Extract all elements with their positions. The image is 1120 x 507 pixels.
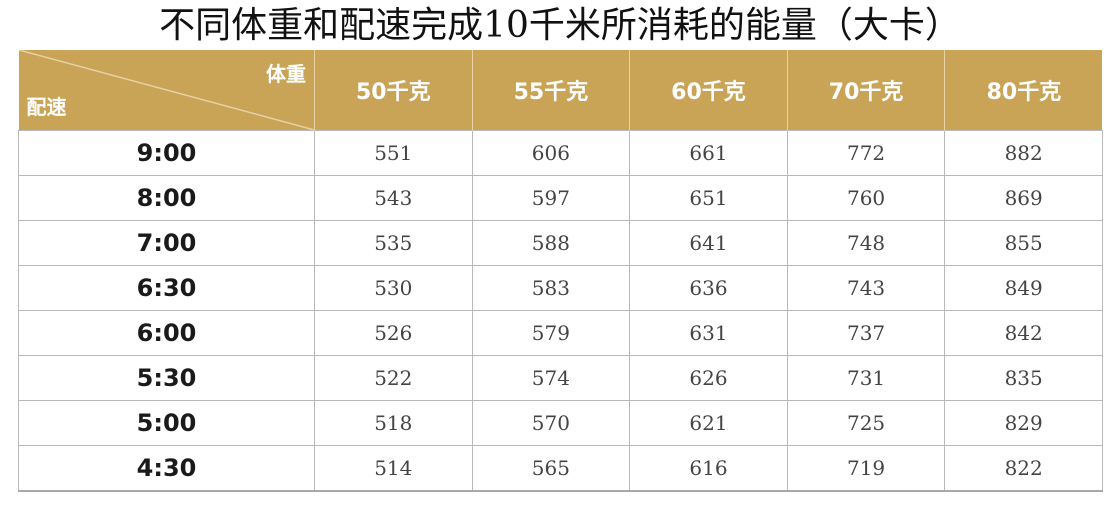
table-row: 6:30 530 583 636 743 849	[18, 265, 1103, 311]
calorie-cell: 551	[314, 130, 473, 176]
calorie-cell: 535	[314, 220, 473, 266]
calorie-cell: 570	[471, 400, 631, 446]
pace-cell: 5:00	[18, 400, 315, 446]
calorie-cell: 641	[629, 220, 788, 266]
weight-header-80: 80千克	[944, 50, 1103, 131]
weight-header-70: 70千克	[786, 50, 946, 131]
pace-cell: 9:00	[18, 130, 315, 176]
calorie-cell: 882	[944, 130, 1103, 176]
calorie-cell: 588	[471, 220, 631, 266]
calorie-cell: 606	[471, 130, 631, 176]
calorie-cell: 514	[314, 445, 473, 492]
calorie-cell: 583	[471, 265, 631, 311]
corner-header-cell: 体重 配速	[18, 50, 315, 131]
calorie-cell: 518	[314, 400, 473, 446]
calorie-cell: 719	[786, 445, 946, 492]
calorie-cell: 849	[944, 265, 1103, 311]
calorie-cell: 748	[786, 220, 946, 266]
header-row: 体重 配速 50千克 55千克 60千克 70千克 80千克	[18, 50, 1103, 131]
calorie-cell: 731	[786, 355, 946, 401]
pace-cell: 4:30	[18, 445, 315, 492]
table-row: 5:30 522 574 626 731 835	[18, 355, 1103, 401]
pace-cell: 7:00	[18, 220, 315, 266]
diagonal-divider	[18, 50, 314, 130]
calorie-cell: 869	[944, 175, 1103, 221]
weight-header-55: 55千克	[471, 50, 631, 131]
calorie-cell: 579	[471, 310, 631, 356]
table-row: 8:00 543 597 651 760 869	[18, 175, 1103, 221]
calorie-cell: 661	[629, 130, 788, 176]
calorie-cell: 760	[786, 175, 946, 221]
calorie-cell: 829	[944, 400, 1103, 446]
calorie-cell: 565	[471, 445, 631, 492]
pace-cell: 5:30	[18, 355, 315, 401]
table-row: 9:00 551 606 661 772 882	[18, 130, 1103, 176]
page-title: 不同体重和配速完成10千米所消耗的能量（大卡）	[159, 5, 961, 46]
calorie-cell: 636	[629, 265, 788, 311]
table-row: 5:00 518 570 621 725 829	[18, 400, 1103, 446]
weight-header-60: 60千克	[629, 50, 788, 131]
calorie-cell: 743	[786, 265, 946, 311]
table-row: 6:00 526 579 631 737 842	[18, 310, 1103, 356]
calorie-cell: 725	[786, 400, 946, 446]
calorie-cell: 855	[944, 220, 1103, 266]
table-row: 4:30 514 565 616 719 822	[18, 445, 1103, 492]
calorie-cell: 597	[471, 175, 631, 221]
table-header: 体重 配速 50千克 55千克 60千克 70千克 80千克	[18, 50, 1103, 131]
pace-cell: 6:00	[18, 310, 315, 356]
calorie-cell: 772	[786, 130, 946, 176]
weight-header-50: 50千克	[314, 50, 473, 131]
weight-axis-label: 体重	[266, 62, 306, 86]
calorie-cell: 526	[314, 310, 473, 356]
table-row: 7:00 535 588 641 748 855	[18, 220, 1103, 266]
table-body: 9:00 551 606 661 772 882 8:00 543 597 651 760 869 7:…	[18, 130, 1103, 492]
pace-cell: 6:30	[18, 265, 315, 311]
pace-axis-label: 配速	[26, 95, 67, 119]
calorie-cell: 621	[629, 400, 788, 446]
calorie-cell: 822	[944, 445, 1103, 492]
calorie-cell: 651	[629, 175, 788, 221]
calorie-cell: 543	[314, 175, 473, 221]
calorie-cell: 737	[786, 310, 946, 356]
calorie-cell: 530	[314, 265, 473, 311]
calorie-cell: 842	[944, 310, 1103, 356]
calorie-table: 体重 配速 50千克 55千克 60千克 70千克 80千克 9:00 551 60…	[18, 50, 1103, 492]
calorie-cell: 522	[314, 355, 473, 401]
calorie-cell: 626	[629, 355, 788, 401]
pace-cell: 8:00	[18, 175, 315, 221]
calorie-cell: 631	[629, 310, 788, 356]
calorie-cell: 835	[944, 355, 1103, 401]
calorie-cell: 574	[471, 355, 631, 401]
calorie-cell: 616	[629, 445, 788, 492]
